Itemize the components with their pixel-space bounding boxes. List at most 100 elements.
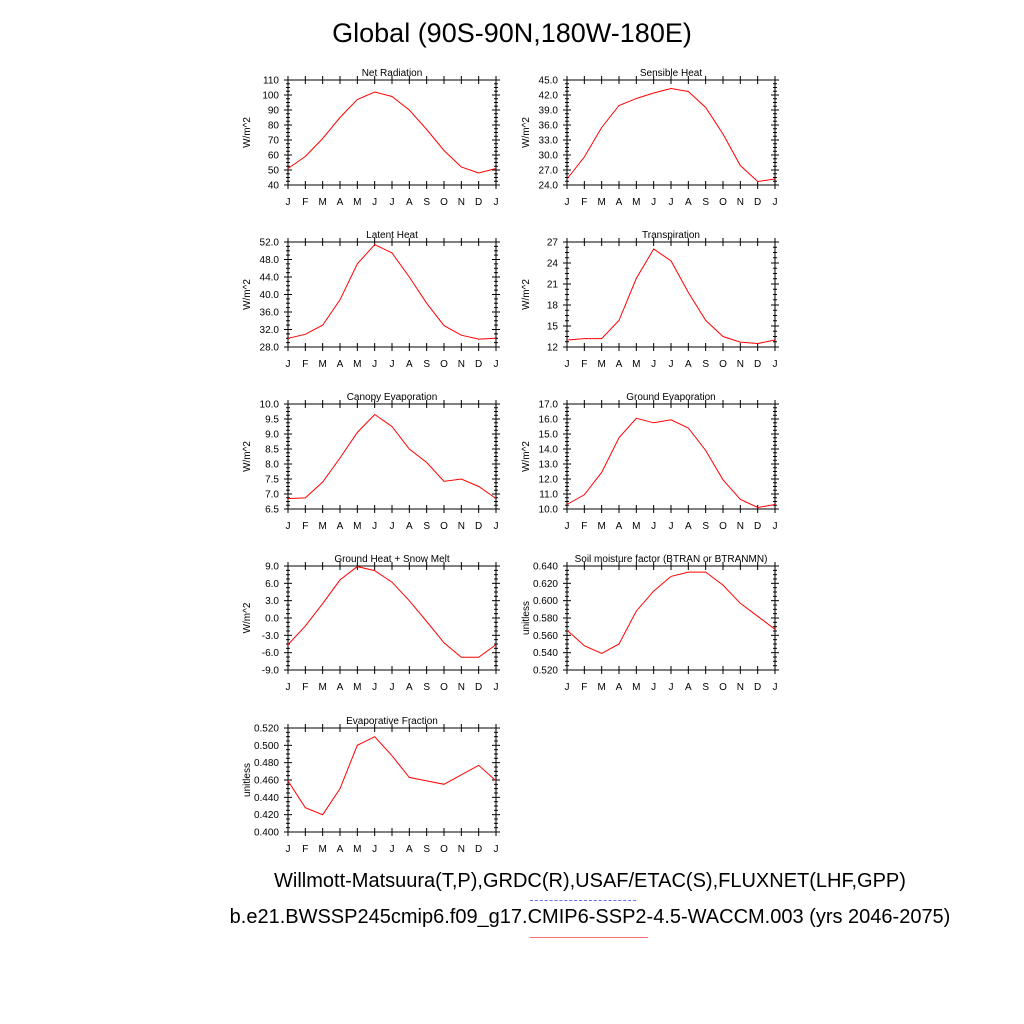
y-tick-label: 28.0 — [260, 343, 280, 354]
x-tick-label: F — [581, 521, 587, 532]
x-tick-label: J — [651, 521, 656, 532]
y-axis-label: unitless — [242, 763, 253, 797]
x-tick-label: J — [669, 359, 674, 370]
y-tick-label: 9.5 — [265, 415, 279, 426]
series-line — [287, 91, 497, 174]
x-tick-label: A — [616, 521, 623, 532]
footer-legend-dashed-line — [530, 900, 636, 901]
y-tick-label: 0.540 — [533, 648, 558, 659]
x-tick-label: M — [353, 197, 361, 208]
y-tick-label: 0.440 — [254, 793, 279, 804]
x-tick-label: S — [423, 844, 430, 855]
x-tick-label: M — [318, 682, 326, 693]
y-axis-label: W/m^2 — [242, 441, 253, 472]
x-tick-label: J — [286, 197, 291, 208]
x-tick-label: J — [565, 521, 570, 532]
y-tick-label: -6.0 — [262, 648, 280, 659]
x-tick-label: D — [475, 359, 482, 370]
x-tick-label: O — [719, 521, 727, 532]
chart-title: Soil moisture factor (BTRAN or BTRANMN) — [575, 554, 768, 565]
x-tick-label: M — [353, 521, 361, 532]
x-tick-label: J — [286, 844, 291, 855]
x-tick-label: O — [440, 844, 448, 855]
chart-title: Latent Heat — [366, 230, 418, 241]
y-axis-label: W/m^2 — [521, 117, 532, 148]
y-tick-label: 7.5 — [265, 475, 279, 486]
y-tick-label: -3.0 — [262, 631, 280, 642]
y-axis-label: W/m^2 — [242, 602, 253, 633]
y-tick-label: 0.400 — [254, 828, 279, 839]
x-tick-label: D — [475, 682, 482, 693]
x-tick-label: S — [423, 359, 430, 370]
y-axis-label: W/m^2 — [521, 279, 532, 310]
plot-frame — [287, 79, 497, 186]
y-tick-label: -9.0 — [262, 666, 280, 677]
y-tick-label: 0.480 — [254, 758, 279, 769]
y-tick-label: 0.560 — [533, 631, 558, 642]
x-tick-label: J — [565, 197, 570, 208]
x-tick-label: A — [616, 359, 623, 370]
x-tick-label: J — [390, 521, 395, 532]
x-tick-label: O — [440, 197, 448, 208]
x-tick-label: M — [597, 521, 605, 532]
y-tick-label: 42.0 — [539, 91, 559, 102]
x-tick-label: J — [494, 682, 499, 693]
y-tick-label: 110 — [263, 76, 279, 87]
y-tick-label: 0.520 — [254, 724, 279, 735]
x-tick-label: O — [719, 197, 727, 208]
x-tick-label: M — [597, 197, 605, 208]
page-title: Global (90S-90N,180W-180E) — [332, 18, 692, 48]
x-tick-label: J — [372, 197, 377, 208]
series-line — [287, 566, 497, 658]
x-tick-label: J — [773, 359, 778, 370]
x-tick-label: S — [702, 682, 709, 693]
x-tick-label: A — [337, 359, 344, 370]
y-tick-label: 39.0 — [539, 106, 559, 117]
y-tick-label: 8.5 — [265, 445, 279, 456]
x-tick-label: N — [458, 521, 465, 532]
y-tick-label: 36.0 — [539, 121, 559, 132]
x-tick-label: M — [318, 197, 326, 208]
y-tick-label: 80 — [268, 121, 280, 132]
y-tick-label: 21 — [547, 280, 559, 291]
x-tick-label: M — [597, 359, 605, 370]
x-tick-label: S — [702, 197, 709, 208]
y-tick-label: 7.0 — [265, 490, 279, 501]
x-tick-label: J — [390, 197, 395, 208]
x-tick-label: J — [773, 521, 778, 532]
y-tick-label: 40 — [268, 181, 280, 192]
x-tick-label: S — [423, 521, 430, 532]
x-tick-label: J — [565, 682, 570, 693]
chart-panel-9: Evaporative Fraction 0.400 0.420 0.440 0.460… — [242, 716, 500, 855]
series-line — [566, 417, 776, 509]
x-tick-label: A — [616, 682, 623, 693]
x-tick-label: A — [337, 844, 344, 855]
chart-title: Canopy Evaporation — [347, 392, 438, 403]
footer-data-sources: Willmott-Matsuura(T,P),GRDC(R),USAF/ETAC… — [274, 870, 906, 892]
x-tick-label: J — [372, 844, 377, 855]
chart-panel-8: Soil moisture factor (BTRAN or BTRANMN) 0… — [521, 554, 779, 693]
x-tick-label: J — [565, 359, 570, 370]
y-tick-label: 0.580 — [533, 614, 558, 625]
x-tick-label: J — [494, 844, 499, 855]
x-tick-label: N — [737, 359, 744, 370]
x-tick-label: N — [737, 521, 744, 532]
x-tick-label: F — [302, 359, 308, 370]
x-tick-label: F — [581, 197, 587, 208]
x-tick-label: J — [669, 521, 674, 532]
x-tick-label: M — [632, 197, 640, 208]
y-tick-label: 17.0 — [539, 400, 559, 411]
x-tick-label: F — [581, 359, 587, 370]
x-tick-label: F — [302, 521, 308, 532]
x-tick-label: A — [337, 521, 344, 532]
y-tick-label: 0.500 — [254, 741, 279, 752]
chart-panel-2: Sensible Heat 24.0 27.0 30.0 33.0 36.0 39.0 42.… — [521, 68, 779, 208]
x-tick-label: O — [440, 359, 448, 370]
x-tick-label: J — [390, 359, 395, 370]
y-tick-label: 11.0 — [539, 490, 558, 501]
x-tick-label: J — [773, 197, 778, 208]
x-tick-label: A — [685, 359, 692, 370]
x-tick-label: N — [458, 197, 465, 208]
